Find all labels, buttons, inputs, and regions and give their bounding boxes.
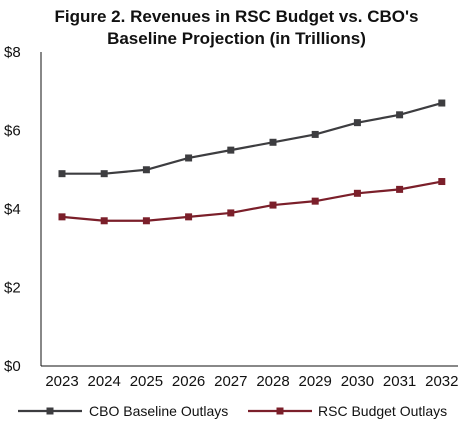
x-axis-ticks: 2023 2024 2025 2026 2027 2028 2029 2030 2031 2032 xyxy=(45,373,458,390)
legend-marker xyxy=(46,407,54,415)
data-point xyxy=(396,111,404,119)
legend-item: RSC Budget Outlays xyxy=(248,403,447,419)
data-point xyxy=(438,178,446,186)
legend-item: CBO Baseline Outlays xyxy=(18,403,228,419)
legend-label: CBO Baseline Outlays xyxy=(89,403,228,419)
x-tick-label: 2031 xyxy=(383,373,416,390)
x-tick-label: 2026 xyxy=(172,373,205,390)
data-point xyxy=(353,119,361,127)
data-point xyxy=(142,217,150,225)
chart-series xyxy=(58,99,446,225)
y-tick-label: $6 xyxy=(4,123,21,140)
data-point xyxy=(311,197,319,205)
data-point xyxy=(269,201,277,209)
x-tick-label: 2025 xyxy=(130,373,163,390)
y-tick-label: $8 xyxy=(4,44,21,61)
data-point xyxy=(353,189,361,197)
data-point xyxy=(227,209,235,217)
data-point xyxy=(100,170,108,178)
legend-marker xyxy=(276,407,284,415)
series-line xyxy=(62,101,443,175)
chart-axes xyxy=(40,52,458,367)
x-tick-label: 2027 xyxy=(214,373,247,390)
series-line xyxy=(61,180,443,222)
data-point xyxy=(100,217,108,225)
y-tick-label: $2 xyxy=(4,280,21,297)
x-tick-label: 2023 xyxy=(45,373,78,390)
data-point xyxy=(185,213,193,221)
data-point xyxy=(58,213,66,221)
data-point xyxy=(396,185,404,193)
data-point xyxy=(269,138,277,146)
x-tick-label: 2024 xyxy=(88,373,121,390)
data-point xyxy=(438,99,446,107)
y-tick-label: $4 xyxy=(4,201,21,218)
data-point xyxy=(185,154,193,162)
x-tick-label: 2028 xyxy=(256,373,289,390)
x-tick-label: 2029 xyxy=(299,373,332,390)
data-point xyxy=(142,166,150,174)
data-point xyxy=(311,130,319,138)
chart-legend: CBO Baseline Outlays RSC Budget Outlays xyxy=(18,403,447,419)
legend-label: RSC Budget Outlays xyxy=(318,403,447,419)
chart-title-line-1: Figure 2. Revenues in RSC Budget vs. CBO… xyxy=(54,7,419,26)
x-tick-label: 2030 xyxy=(341,373,374,390)
y-tick-label: $0 xyxy=(4,358,21,375)
series-cbo-baseline xyxy=(58,99,446,178)
y-axis-ticks: $0 $2 $4 $6 $8 xyxy=(4,44,21,375)
data-point xyxy=(227,146,235,154)
data-point xyxy=(58,170,66,178)
x-tick-label: 2032 xyxy=(425,373,458,390)
chart-title-line-2: Baseline Projection (in Trillions) xyxy=(107,29,366,48)
series-rsc-budget xyxy=(58,178,446,225)
chart-title: Figure 2. Revenues in RSC Budget vs. CBO… xyxy=(0,6,473,50)
